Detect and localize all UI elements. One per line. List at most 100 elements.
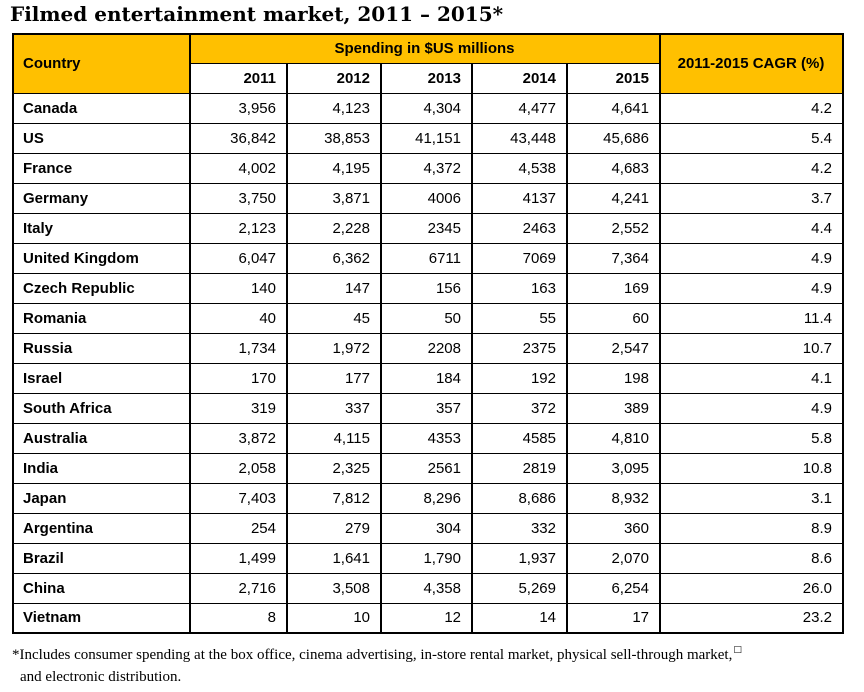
value-cell: 3,872 xyxy=(189,422,288,454)
value-cell: 4585 xyxy=(471,422,568,454)
value-cell: 170 xyxy=(189,362,288,394)
year-header-2015: 2015 xyxy=(566,62,661,94)
cagr-cell: 4.9 xyxy=(659,392,844,424)
cagr-cell: 11.4 xyxy=(659,302,844,334)
table-row: Romania 40 45 50 55 60 11.4 xyxy=(12,302,844,334)
cagr-header-cell: 2011-2015 CAGR (%) xyxy=(659,33,844,94)
cagr-cell: 5.4 xyxy=(659,122,844,154)
country-cell: Argentina xyxy=(12,512,191,544)
value-cell: 4,538 xyxy=(471,152,568,184)
value-cell: 2375 xyxy=(471,332,568,364)
value-cell: 3,871 xyxy=(286,182,382,214)
value-cell: 4,641 xyxy=(566,92,661,124)
value-cell: 7,364 xyxy=(566,242,661,274)
header-row-top: Country Spending in $US millions 2011-20… xyxy=(12,33,844,94)
value-cell: 2,070 xyxy=(566,542,661,574)
value-cell: 8,932 xyxy=(566,482,661,514)
value-cell: 6,362 xyxy=(286,242,382,274)
value-cell: 2,716 xyxy=(189,572,288,604)
value-cell: 3,095 xyxy=(566,452,661,484)
value-cell: 332 xyxy=(471,512,568,544)
value-cell: 3,508 xyxy=(286,572,382,604)
value-cell: 2,123 xyxy=(189,212,288,244)
value-cell: 4,195 xyxy=(286,152,382,184)
value-cell: 7,403 xyxy=(189,482,288,514)
cagr-cell: 4.9 xyxy=(659,242,844,274)
value-cell: 2463 xyxy=(471,212,568,244)
value-cell: 1,972 xyxy=(286,332,382,364)
table-row: Australia 3,872 4,115 4353 4585 4,810 5.… xyxy=(12,422,844,454)
country-cell: Canada xyxy=(12,92,191,124)
header-row-years: 2011 2012 2013 2014 2015 xyxy=(13,62,843,94)
table-body: Canada 3,956 4,123 4,304 4,477 4,641 4.2… xyxy=(12,92,844,634)
cagr-cell: 10.8 xyxy=(659,452,844,484)
value-cell: 1,499 xyxy=(189,542,288,574)
value-cell: 4,123 xyxy=(286,92,382,124)
value-cell: 4,372 xyxy=(380,152,473,184)
value-cell: 4,683 xyxy=(566,152,661,184)
value-cell: 2819 xyxy=(471,452,568,484)
table-header: Country Spending in $US millions 2011-20… xyxy=(12,33,844,94)
value-cell: 177 xyxy=(286,362,382,394)
value-cell: 7,812 xyxy=(286,482,382,514)
value-cell: 38,853 xyxy=(286,122,382,154)
value-cell: 254 xyxy=(189,512,288,544)
country-cell: Australia xyxy=(12,422,191,454)
country-cell: United Kingdom xyxy=(12,242,191,274)
value-cell: 140 xyxy=(189,272,288,304)
year-header-2013: 2013 xyxy=(380,62,473,94)
country-cell: US xyxy=(12,122,191,154)
value-cell: 163 xyxy=(471,272,568,304)
cagr-cell: 4.2 xyxy=(659,92,844,124)
value-cell: 6,254 xyxy=(566,572,661,604)
spending-header-cell: Spending in $US millions xyxy=(189,33,661,64)
cagr-cell: 4.2 xyxy=(659,152,844,184)
table-row: China 2,716 3,508 4,358 5,269 6,254 26.0 xyxy=(12,572,844,604)
value-cell: 4,304 xyxy=(380,92,473,124)
year-header-2014: 2014 xyxy=(471,62,568,94)
cagr-cell: 3.7 xyxy=(659,182,844,214)
table-row: Canada 3,956 4,123 4,304 4,477 4,641 4.2 xyxy=(12,92,844,124)
value-cell: 41,151 xyxy=(380,122,473,154)
table-row: Italy 2,123 2,228 2345 2463 2,552 4.4 xyxy=(12,212,844,244)
value-cell: 1,641 xyxy=(286,542,382,574)
value-cell: 2208 xyxy=(380,332,473,364)
value-cell: 2,058 xyxy=(189,452,288,484)
table-row: US 36,842 38,853 41,151 43,448 45,686 5.… xyxy=(12,122,844,154)
value-cell: 45 xyxy=(286,302,382,334)
value-cell: 389 xyxy=(566,392,661,424)
value-cell: 360 xyxy=(566,512,661,544)
country-cell: Brazil xyxy=(12,542,191,574)
value-cell: 4,002 xyxy=(189,152,288,184)
value-cell: 4,810 xyxy=(566,422,661,454)
value-cell: 2,552 xyxy=(566,212,661,244)
country-cell: France xyxy=(12,152,191,184)
cagr-cell: 26.0 xyxy=(659,572,844,604)
country-cell: South Africa xyxy=(12,392,191,424)
value-cell: 198 xyxy=(566,362,661,394)
value-cell: 8,686 xyxy=(471,482,568,514)
value-cell: 304 xyxy=(380,512,473,544)
value-cell: 2,547 xyxy=(566,332,661,364)
market-table: Country Spending in $US millions 2011-20… xyxy=(12,33,844,634)
cagr-cell: 4.9 xyxy=(659,272,844,304)
value-cell: 8 xyxy=(189,602,288,634)
value-cell: 319 xyxy=(189,392,288,424)
table-row: Vietnam 8 10 12 14 17 23.2 xyxy=(12,602,844,634)
value-cell: 1,790 xyxy=(380,542,473,574)
value-cell: 337 xyxy=(286,392,382,424)
country-cell: Italy xyxy=(12,212,191,244)
value-cell: 4,115 xyxy=(286,422,382,454)
country-cell: Israel xyxy=(12,362,191,394)
value-cell: 357 xyxy=(380,392,473,424)
value-cell: 8,296 xyxy=(380,482,473,514)
table-row: Russia 1,734 1,972 2208 2375 2,547 10.7 xyxy=(12,332,844,364)
table-row: Argentina 254 279 304 332 360 8.9 xyxy=(12,512,844,544)
footnote-text-1: *Includes consumer spending at the box o… xyxy=(12,647,733,663)
value-cell: 6,047 xyxy=(189,242,288,274)
country-cell: India xyxy=(12,452,191,484)
value-cell: 2561 xyxy=(380,452,473,484)
value-cell: 2345 xyxy=(380,212,473,244)
cagr-cell: 23.2 xyxy=(659,602,844,634)
